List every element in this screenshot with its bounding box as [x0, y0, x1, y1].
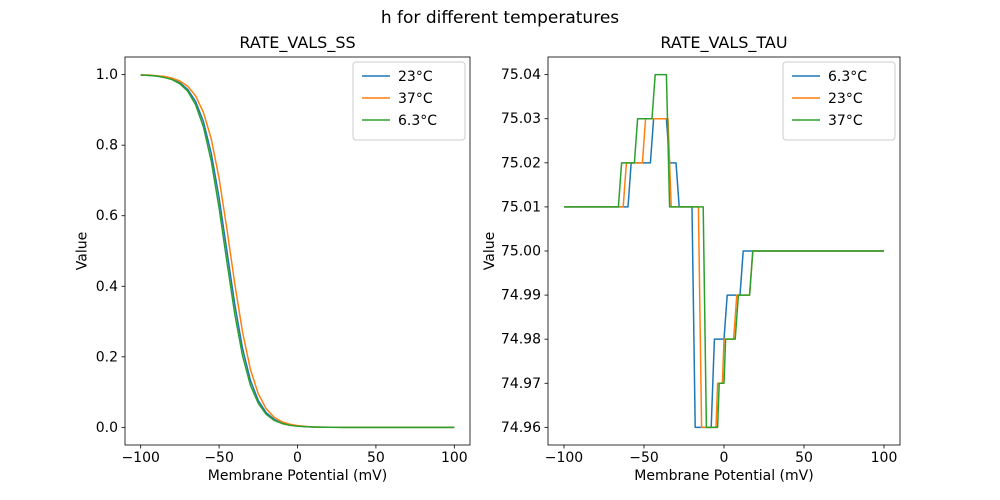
- chart-rate-vals-tau: −100 −50 0 50 100 74.96 74.97 74.98 74.99 75.00 75…: [482, 33, 901, 484]
- series-group: [564, 73, 884, 429]
- legend-label: 6.3°C: [398, 113, 437, 129]
- x-tick-label: −100: [121, 450, 159, 466]
- legend-label: 6.3°C: [828, 69, 867, 85]
- y-tick-label: 0.0: [96, 420, 118, 436]
- x-tick-label: 0: [720, 450, 729, 466]
- y-tick-label: 0.8: [96, 138, 118, 154]
- x-tick-label: 50: [795, 450, 813, 466]
- x-axis-label: Membrane Potential (mV): [208, 468, 387, 484]
- chart-rate-vals-ss: −100 −50 0 50 100 0.0 0.2 0.4 0.6 0.8 1.0 Membrane …: [75, 33, 471, 484]
- y-tick-label: 1.0: [96, 67, 118, 83]
- y-tick-label: 74.97: [501, 376, 541, 392]
- axes-title: RATE_VALS_SS: [239, 33, 355, 53]
- x-tick-label: −50: [204, 450, 234, 466]
- y-tick-label: 75.01: [501, 199, 541, 215]
- legend-label: 37°C: [398, 91, 433, 107]
- series-line-6.3°C: [140, 74, 455, 429]
- y-tick-label: 75.00: [501, 244, 541, 260]
- y-axis-label: Value: [482, 232, 498, 270]
- x-tick-label: 0: [293, 450, 302, 466]
- y-tick-label: 0.4: [96, 279, 118, 295]
- legend-label: 23°C: [398, 69, 433, 85]
- y-tick-label: 0.2: [96, 349, 118, 365]
- y-tick-label: 74.98: [501, 332, 541, 348]
- y-tick-label: 75.03: [501, 111, 541, 127]
- x-tick-label: 50: [367, 450, 385, 466]
- series-group: [140, 74, 455, 429]
- legend-label: 23°C: [828, 91, 863, 107]
- y-tick-label: 75.04: [501, 67, 541, 83]
- y-tick-label: 0.6: [96, 208, 118, 224]
- x-tick-label: −50: [629, 450, 659, 466]
- series-line-37°C: [564, 73, 884, 429]
- legend-label: 37°C: [828, 113, 863, 129]
- x-tick-label: 100: [441, 450, 468, 466]
- x-axis-label: Membrane Potential (mV): [634, 468, 813, 484]
- x-tick-label: 100: [871, 450, 898, 466]
- x-tick-label: −100: [545, 450, 583, 466]
- axes-title: RATE_VALS_TAU: [660, 33, 787, 53]
- y-tick-label: 74.96: [501, 420, 541, 436]
- y-tick-label: 74.99: [501, 288, 541, 304]
- figure-title: h for different temperatures: [380, 8, 620, 28]
- y-tick-label: 75.02: [501, 155, 541, 171]
- y-axis-label: Value: [75, 232, 91, 270]
